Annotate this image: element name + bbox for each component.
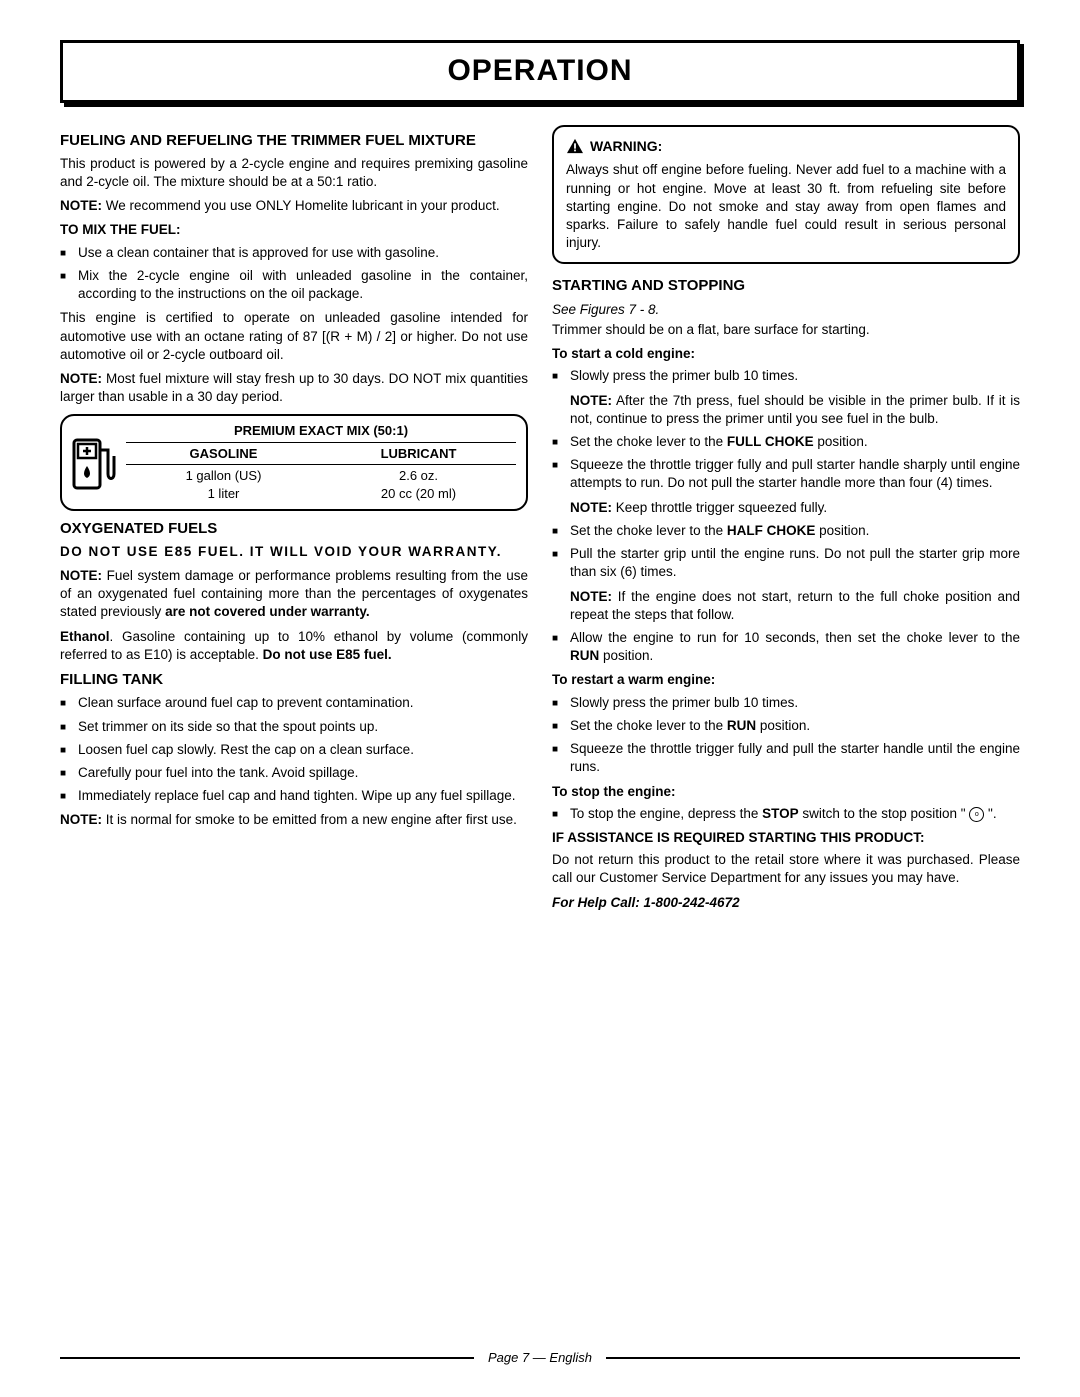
note-smoke: NOTE: It is normal for smoke to be emitt… [60,811,528,829]
sub-to-mix: TO MIX THE FUEL: [60,221,528,239]
sub-warm-engine: To restart a warm engine: [552,671,1020,689]
note-throttle: NOTE: Keep throttle trigger squeezed ful… [552,499,1020,517]
footer-text: Page 7 — English [474,1349,606,1367]
list-item: Slowly press the primer bulb 10 times. [552,367,1020,385]
footer-rule-right [606,1357,1020,1359]
right-column: WARNING: Always shut off engine before f… [552,125,1020,918]
note-restart: NOTE: If the engine does not start, retu… [552,588,1020,624]
list-cold: Slowly press the primer bulb 10 times. [552,367,1020,385]
para-octane: This engine is certified to operate on u… [60,309,528,364]
list-item: To stop the engine, depress the STOP swi… [552,805,1020,823]
table-cell: 20 cc (20 ml) [321,485,516,503]
list-item: Set trimmer on its side so that the spou… [60,718,528,736]
col-gasoline: GASOLINE [126,445,321,466]
list-stop: To stop the engine, depress the STOP swi… [552,805,1020,823]
list-item: Set the choke lever to the RUN position. [552,717,1020,735]
list-cold-4: Allow the engine to run for 10 seconds, … [552,629,1020,665]
list-cold-2: Set the choke lever to the FULL CHOKE po… [552,433,1020,493]
heading-fueling: FUELING AND REFUELING THE TRIMMER FUEL M… [60,131,528,151]
list-cold-3: Set the choke lever to the HALF CHOKE po… [552,522,1020,582]
content-columns: FUELING AND REFUELING THE TRIMMER FUEL M… [60,125,1020,918]
fuel-pump-icon [68,432,118,492]
list-item: Carefully pour fuel into the tank. Avoid… [60,764,528,782]
mix-table-content: PREMIUM EXACT MIX (50:1) GASOLINE LUBRIC… [126,422,516,502]
list-item: Allow the engine to run for 10 seconds, … [552,629,1020,665]
warning-text: Always shut off engine before fueling. N… [566,161,1006,252]
list-filling: Clean surface around fuel cap to prevent… [60,694,528,805]
warning-icon [566,138,584,154]
warning-box: WARNING: Always shut off engine before f… [552,125,1020,265]
note-30days: NOTE: Most fuel mixture will stay fresh … [60,370,528,406]
para-flat-surface: Trimmer should be on a flat, bare surfac… [552,321,1020,339]
note-oxy: NOTE: Fuel system damage or performance … [60,567,528,622]
heading-starting: STARTING AND STOPPING [552,276,1020,296]
help-call: For Help Call: 1-800-242-4672 [552,894,1020,912]
sub-assistance: IF ASSISTANCE IS REQUIRED STARTING THIS … [552,829,1020,847]
list-item: Clean surface around fuel cap to prevent… [60,694,528,712]
list-item: Set the choke lever to the FULL CHOKE po… [552,433,1020,451]
stop-symbol-icon: о [969,807,984,822]
note-primer: NOTE: After the 7th press, fuel should b… [552,392,1020,428]
list-item: Use a clean container that is approved f… [60,244,528,262]
left-column: FUELING AND REFUELING THE TRIMMER FUEL M… [60,125,528,918]
see-figures: See Figures 7 - 8. [552,301,1020,319]
list-item: Set the choke lever to the HALF CHOKE po… [552,522,1020,540]
table-cell: 1 gallon (US) [126,467,321,485]
mix-table: PREMIUM EXACT MIX (50:1) GASOLINE LUBRIC… [60,414,528,510]
mix-title: PREMIUM EXACT MIX (50:1) [126,422,516,440]
footer: Page 7 — English [60,1349,1020,1367]
list-item: Loosen fuel cap slowly. Rest the cap on … [60,741,528,759]
list-mix: Use a clean container that is approved f… [60,244,528,304]
list-item: Squeeze the throttle trigger fully and p… [552,740,1020,776]
list-warm: Slowly press the primer bulb 10 times. S… [552,694,1020,777]
list-item: Squeeze the throttle trigger fully and p… [552,456,1020,492]
footer-rule-left [60,1357,474,1359]
e85-warning: DO NOT USE E85 FUEL. IT WILL VOID YOUR W… [60,543,528,561]
list-item: Immediately replace fuel cap and hand ti… [60,787,528,805]
title-box: OPERATION [60,40,1020,103]
note-lubricant: NOTE: We recommend you use ONLY Homelite… [60,197,528,215]
list-item: Mix the 2-cycle engine oil with unleaded… [60,267,528,303]
list-item: Slowly press the primer bulb 10 times. [552,694,1020,712]
heading-oxygenated: OXYGENATED FUELS [60,519,528,539]
sub-cold-engine: To start a cold engine: [552,345,1020,363]
para-ethanol: Ethanol. Gasoline containing up to 10% e… [60,628,528,664]
list-item: Pull the starter grip until the engine r… [552,545,1020,581]
table-cell: 1 liter [126,485,321,503]
warning-heading: WARNING: [566,137,1006,156]
heading-filling: FILLING TANK [60,670,528,690]
para-fuel-intro: This product is powered by a 2-cycle eng… [60,155,528,191]
para-assist: Do not return this product to the retail… [552,851,1020,887]
table-cell: 2.6 oz. [321,467,516,485]
col-lubricant: LUBRICANT [321,445,516,466]
page-title: OPERATION [63,51,1017,92]
sub-stop-engine: To stop the engine: [552,783,1020,801]
